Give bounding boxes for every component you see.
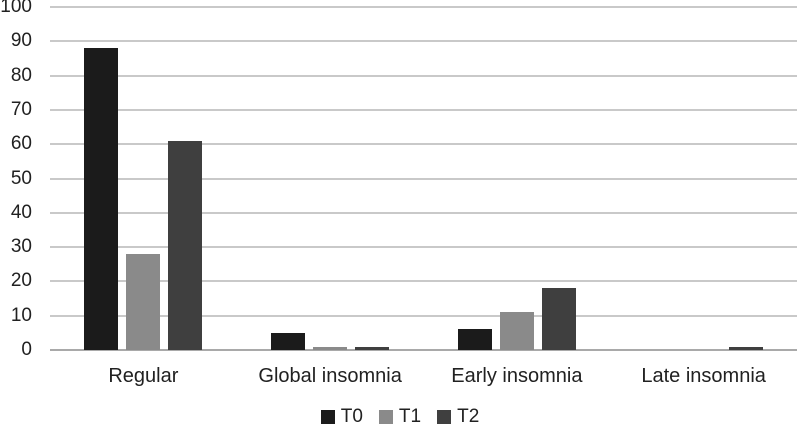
bar-t2-early-insomnia [541,288,576,350]
bar-t1-early-insomnia [499,312,534,350]
bar-t2-global-insomnia [355,346,390,350]
y-tick-label: 50 [10,167,32,189]
gridline [50,143,797,146]
y-tick-label: 40 [10,201,32,223]
gridline [50,246,797,249]
y-tick-label: 0 [21,339,32,360]
legend-item-t2: T2 [437,405,479,429]
y-tick-label: 100 [0,0,32,17]
chart-legend: T0 T1 T2 [0,405,800,429]
legend-label: T0 [340,406,363,427]
y-tick-label: 60 [10,133,32,155]
gridline [50,40,797,43]
bar-t0-early-insomnia [457,329,492,350]
y-tick-label: 70 [10,98,32,120]
y-tick-label: 20 [10,270,32,292]
gridline [50,108,797,111]
bar-t0-regular [84,48,119,350]
legend-item-t1: T1 [378,405,422,429]
legend-item-t0: T0 [320,405,363,429]
bar-t0-global-insomnia [271,332,306,350]
bar-t1-global-insomnia [313,346,348,350]
y-tick-label: 10 [10,304,32,326]
x-category-label: Regular [108,365,179,387]
legend-swatch-icon [320,410,335,424]
gridline [50,6,797,8]
gridline [50,280,797,283]
x-category-label: Late insomnia [641,365,766,387]
x-axis-line [50,349,797,351]
gridline [50,74,797,77]
legend-label: T2 [457,406,480,427]
legend-label: T1 [398,406,422,427]
x-category-label: Early insomnia [451,365,583,387]
y-tick-label: 80 [10,64,32,86]
bar-t1-regular [126,253,161,350]
x-category-label: Global insomnia [258,365,402,387]
gridline [50,177,797,180]
y-tick-label: 90 [10,30,32,52]
legend-swatch-icon [437,410,452,424]
gridline [50,211,797,214]
y-tick-label: 30 [10,236,32,258]
bar-t2-late-insomnia [728,346,763,350]
bar-t2-regular [168,140,203,350]
legend-swatch-icon [378,410,393,424]
gridline [50,314,797,317]
